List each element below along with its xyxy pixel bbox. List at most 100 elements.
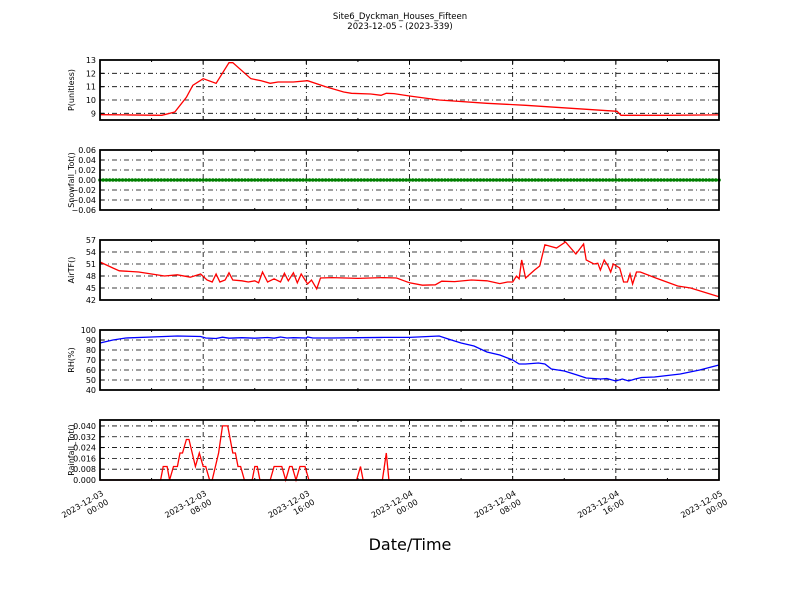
data-point <box>684 178 689 182</box>
data-point <box>307 178 312 182</box>
plot-frame <box>99 149 720 211</box>
y-tick-label: 80 <box>86 346 96 355</box>
data-point <box>381 178 386 182</box>
data-point <box>275 178 280 182</box>
data-point <box>375 178 380 182</box>
y-tick-label: 48 <box>86 272 96 281</box>
data-point <box>623 178 628 182</box>
data-point <box>430 178 434 182</box>
data-point <box>468 178 473 182</box>
data-point <box>149 178 154 182</box>
data-point <box>352 178 357 182</box>
data-point <box>433 178 438 182</box>
data-point <box>304 178 309 182</box>
data-point <box>575 178 579 182</box>
data-point <box>488 178 492 182</box>
y-tick-label: 9 <box>91 109 96 118</box>
data-point <box>301 178 305 182</box>
series-line-p <box>99 62 720 116</box>
data-point <box>236 178 241 182</box>
data-point <box>597 178 602 182</box>
data-point <box>153 178 157 182</box>
data-point <box>327 178 331 182</box>
data-point <box>697 178 702 182</box>
y-tick-label: 54 <box>86 248 96 257</box>
y-tick-label: 70 <box>86 356 96 365</box>
data-point <box>201 178 205 182</box>
data-point <box>578 178 583 182</box>
data-point <box>652 178 657 182</box>
data-point <box>249 178 254 182</box>
data-point <box>385 178 389 182</box>
data-point <box>182 178 186 182</box>
data-point <box>246 178 251 182</box>
data-point <box>672 178 676 182</box>
data-point <box>272 178 276 182</box>
data-point <box>278 178 283 182</box>
data-point <box>475 178 480 182</box>
series-line-rh <box>99 335 720 382</box>
data-point <box>549 178 554 182</box>
data-point <box>107 178 112 182</box>
y-tick-label: −0.02 <box>71 186 96 195</box>
panel-airt: 42 45 48 51 54 57 AirTF() <box>67 236 720 305</box>
data-point <box>227 178 231 182</box>
data-point <box>459 178 463 182</box>
data-point <box>588 178 592 182</box>
x-tick-label: 2023-12-0316:00 <box>267 489 317 529</box>
panel-snowfall: −0.06−0.04−0.020.000.020.040.06Snowfall_… <box>67 146 721 215</box>
data-point <box>130 178 135 182</box>
data-point <box>369 178 373 182</box>
data-point <box>191 178 196 182</box>
data-point <box>156 178 160 182</box>
data-point <box>410 178 415 182</box>
y-axis-label: RH(%) <box>67 347 76 372</box>
data-point <box>172 178 176 182</box>
data-point <box>678 178 683 182</box>
y-tick-label: 42 <box>86 296 96 305</box>
data-point <box>452 178 457 182</box>
plot-frame <box>99 59 720 121</box>
data-point <box>514 178 518 182</box>
data-point <box>707 178 712 182</box>
data-point <box>646 178 650 182</box>
data-point <box>604 178 608 182</box>
data-point <box>701 178 705 182</box>
data-point <box>704 178 708 182</box>
data-point <box>539 178 544 182</box>
data-point <box>404 178 409 182</box>
data-point <box>494 178 499 182</box>
data-point <box>391 178 396 182</box>
data-point <box>281 178 286 182</box>
data-point <box>256 178 260 182</box>
x-tick-label: 2023-12-0300:00 <box>60 489 110 529</box>
data-point <box>446 178 450 182</box>
data-point <box>117 178 122 182</box>
y-tick-label: 45 <box>86 284 96 293</box>
data-point <box>233 178 238 182</box>
y-tick-label: 0.00 <box>78 176 96 185</box>
data-point <box>610 178 615 182</box>
data-point <box>507 178 512 182</box>
panel-p: 9 10 11 12 13 P(unitless) <box>67 56 720 121</box>
data-point <box>120 178 125 182</box>
data-point <box>462 178 467 182</box>
data-point <box>349 178 354 182</box>
plot-frame <box>99 239 720 301</box>
data-point <box>568 178 573 182</box>
data-point <box>552 178 557 182</box>
data-point <box>252 178 257 182</box>
data-point <box>269 178 273 182</box>
data-point <box>449 178 454 182</box>
data-point <box>211 178 215 182</box>
y-tick-label: 0.024 <box>73 444 96 453</box>
data-point <box>204 178 209 182</box>
data-point <box>675 178 679 182</box>
data-point <box>713 178 718 182</box>
data-point <box>407 178 412 182</box>
series-line-airt <box>99 241 720 298</box>
data-point <box>365 178 370 182</box>
